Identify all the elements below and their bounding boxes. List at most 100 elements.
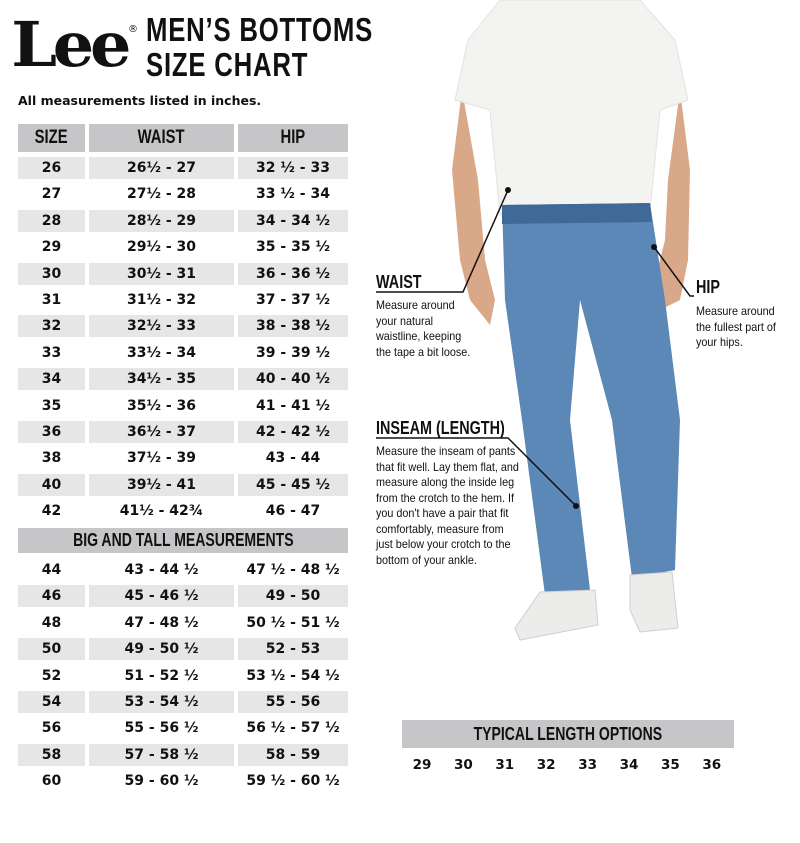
hip-guide-title: HIP [696,277,721,297]
size-cell: 36 [18,421,85,443]
big-tall-header: BIG AND TALL MEASUREMENTS [18,528,348,553]
units-note: All measurements listed in inches. [18,93,262,108]
table-row: 30 30½ - 31 36 - 36 ½ [18,262,348,285]
header-size: SIZE [18,124,85,152]
hip-cell: 55 - 56 [238,691,348,713]
hip-cell: 43 - 44 [265,450,321,467]
size-cell: 28 [18,209,85,232]
waist-cell: 28½ - 29 [89,209,234,232]
hip-cell: 32 ½ - 33 [238,157,348,179]
hip-cell: 38 - 38 ½ [238,315,348,338]
hip-cell: 56 ½ - 57 ½ [246,720,340,737]
right-shoe [629,571,679,633]
inseam-guide-title: INSEAM (LENGTH) [376,418,505,438]
hip-cell: 37 - 37 ½ [256,292,330,308]
waist-cell: 39½ - 41 [89,473,234,496]
inseam-guide-text: Measure the inseam of pants that fit wel… [376,444,519,567]
waist-cell: 49 - 50 ½ [89,638,234,661]
waist-cell: 34½ - 35 [89,368,234,391]
size-cell: 44 [41,562,62,578]
waist-cell: 47 - 48 ½ [124,614,199,631]
waist-cell: 43 - 44 ½ [124,562,199,578]
table-row: 29 29½ - 30 35 - 35 ½ [18,236,348,258]
waist-cell: 33½ - 34 [126,344,196,361]
table-row: 60 59 - 60 ½ 59 ½ - 60 ½ [18,770,348,792]
t-shirt [454,0,689,216]
table-header: SIZE WAIST HIP [18,124,348,152]
table-row: 52 51 - 52 ½ 53 ½ - 54 ½ [18,665,348,687]
size-cell: 60 [41,773,62,790]
waist-cell: 26½ - 27 [89,157,234,179]
size-cell: 26 [18,157,85,179]
waist-cell: 27½ - 28 [126,186,196,203]
size-cell: 38 [41,450,62,467]
size-cell: 56 [41,720,62,737]
waist-cell: 45 - 46 ½ [89,585,234,608]
hip-cell: 35 - 35 ½ [256,239,330,256]
hip-cell: 34 - 34 ½ [238,209,348,232]
size-cell: 27 [41,186,62,203]
table-row: 33 33½ - 34 39 - 39 ½ [18,342,348,364]
length-option: 30 [453,757,473,773]
size-cell: 58 [18,743,85,766]
length-option: 36 [702,757,722,773]
waist-cell: 51 - 52 ½ [124,667,199,684]
waist-cell: 59 - 60 ½ [124,773,199,790]
length-option: 35 [660,757,680,773]
table-row: 32 32½ - 33 38 - 38 ½ [18,315,348,338]
length-option: 34 [619,757,639,773]
size-cell: 50 [18,638,85,661]
hip-cell: 59 ½ - 60 ½ [246,773,340,790]
header-waist: WAIST [89,124,234,152]
title-line-1: MEN’S BOTTOMS [146,11,374,48]
hip-cell: 33 ½ - 34 [256,186,330,203]
table-row: 34 34½ - 35 40 - 40 ½ [18,368,348,391]
length-option: 32 [536,757,556,773]
size-cell: 30 [18,262,85,285]
waist-cell: 29½ - 30 [126,239,196,256]
hip-cell: 53 ½ - 54 ½ [246,667,340,684]
size-cell: 42 [41,503,62,520]
waist-cell: 55 - 56 ½ [124,720,199,737]
size-cell: 35 [41,397,62,414]
hip-cell: 49 - 50 [238,585,348,608]
waist-cell: 31½ - 32 [126,292,196,308]
table-row: 50 49 - 50 ½ 52 - 53 [18,638,348,661]
waist-guide-text: Measure around your natural waistline, k… [376,298,471,359]
length-options-header: TYPICAL LENGTH OPTIONS [402,720,734,748]
size-cell: 31 [41,292,62,308]
table-row: 56 55 - 56 ½ 56 ½ - 57 ½ [18,717,348,739]
hip-cell: 40 - 40 ½ [238,368,348,391]
hip-cell: 46 - 47 [265,503,321,520]
hip-cell: 41 - 41 ½ [256,397,330,414]
size-cell: 48 [41,614,62,631]
left-shoe [514,589,599,641]
size-cell: 32 [18,315,85,338]
waist-cell: 37½ - 39 [126,450,196,467]
length-option: 29 [412,757,432,773]
hip-cell: 58 - 59 [238,743,348,766]
table-row: 35 35½ - 36 41 - 41 ½ [18,395,348,417]
hip-cell: 36 - 36 ½ [238,262,348,285]
right-arm [655,90,690,310]
size-cell: 54 [18,691,85,713]
page-title: MEN’S BOTTOMS SIZE CHART [146,12,373,82]
waist-cell: 41½ - 42¾ [119,503,204,520]
table-row: 31 31½ - 32 37 - 37 ½ [18,289,348,311]
waist-cell: 30½ - 31 [89,262,234,285]
table-row: 48 47 - 48 ½ 50 ½ - 51 ½ [18,612,348,634]
hip-cell: 50 ½ - 51 ½ [246,614,340,631]
left-arm [452,90,495,325]
table-row: 54 53 - 54 ½ 55 - 56 [18,691,348,713]
table-row: 46 45 - 46 ½ 49 - 50 [18,585,348,608]
waist-cell: 57 - 58 ½ [89,743,234,766]
table-row: 42 41½ - 42¾ 46 - 47 [18,500,348,522]
length-option: 31 [495,757,515,773]
waist-cell: 35½ - 36 [126,397,196,414]
hip-cell: 39 - 39 ½ [256,344,330,361]
hip-cell: 45 - 45 ½ [238,473,348,496]
hip-cell: 42 - 42 ½ [238,421,348,443]
table-row: 38 37½ - 39 43 - 44 [18,447,348,469]
